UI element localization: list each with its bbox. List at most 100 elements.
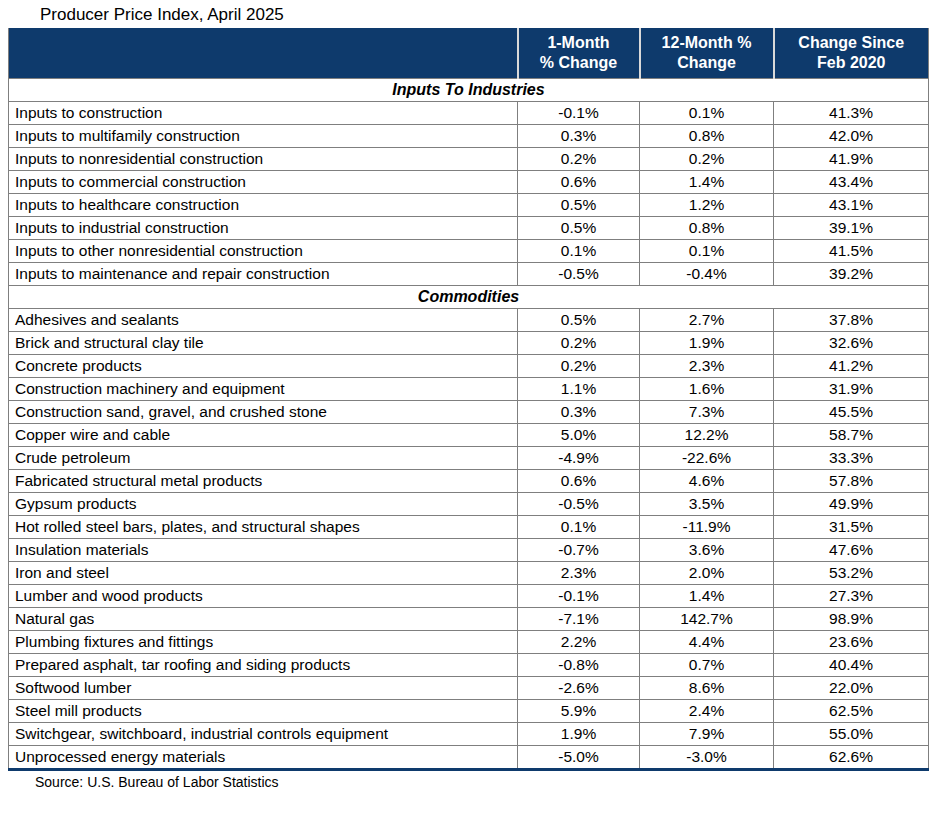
table-row: Construction sand, gravel, and crushed s…: [9, 401, 929, 424]
value-change-since-feb-2020: 27.3%: [774, 585, 929, 608]
value-1-month: 1.9%: [518, 723, 640, 746]
column-header-1-month: 1-Month % Change: [518, 28, 640, 79]
column-header-change-since-feb-2020: Change Since Feb 2020: [774, 28, 929, 79]
row-label: Construction machinery and equipment: [9, 378, 518, 401]
value-change-since-feb-2020: 45.5%: [774, 401, 929, 424]
row-label: Gypsum products: [9, 493, 518, 516]
value-change-since-feb-2020: 41.5%: [774, 240, 929, 263]
value-1-month: 2.3%: [518, 562, 640, 585]
ppi-table: 1-Month % Change 12-Month % Change Chang…: [8, 28, 929, 771]
table-row: Prepared asphalt, tar roofing and siding…: [9, 654, 929, 677]
row-label: Lumber and wood products: [9, 585, 518, 608]
table-row: Inputs to other nonresidential construct…: [9, 240, 929, 263]
value-1-month: -0.5%: [518, 493, 640, 516]
value-change-since-feb-2020: 31.9%: [774, 378, 929, 401]
value-12-month: 2.7%: [640, 309, 774, 332]
value-12-month: 1.9%: [640, 332, 774, 355]
value-12-month: 1.6%: [640, 378, 774, 401]
row-label: Copper wire and cable: [9, 424, 518, 447]
row-label: Adhesives and sealants: [9, 309, 518, 332]
value-12-month: -0.4%: [640, 263, 774, 286]
value-12-month: -3.0%: [640, 746, 774, 770]
value-12-month: 7.3%: [640, 401, 774, 424]
header-row: 1-Month % Change 12-Month % Change Chang…: [9, 28, 929, 79]
table-row: Construction machinery and equipment1.1%…: [9, 378, 929, 401]
value-change-since-feb-2020: 33.3%: [774, 447, 929, 470]
column-header-line: Feb 2020: [817, 54, 885, 71]
value-1-month: 1.1%: [518, 378, 640, 401]
page-title: Producer Price Index, April 2025: [40, 4, 936, 25]
value-12-month: -11.9%: [640, 516, 774, 539]
column-header-line: 12-Month %: [662, 34, 752, 51]
value-1-month: 0.6%: [518, 171, 640, 194]
column-header-line: Change Since: [798, 34, 904, 51]
value-12-month: 7.9%: [640, 723, 774, 746]
table-row: Softwood lumber-2.6%8.6%22.0%: [9, 677, 929, 700]
column-header-line: % Change: [540, 54, 617, 71]
row-label: Insulation materials: [9, 539, 518, 562]
value-12-month: 8.6%: [640, 677, 774, 700]
value-1-month: 0.5%: [518, 217, 640, 240]
row-label: Crude petroleum: [9, 447, 518, 470]
value-12-month: 3.6%: [640, 539, 774, 562]
table-row: Fabricated structural metal products0.6%…: [9, 470, 929, 493]
value-1-month: -0.5%: [518, 263, 640, 286]
value-1-month: -0.1%: [518, 585, 640, 608]
column-header-12-month: 12-Month % Change: [640, 28, 774, 79]
table-row: Iron and steel2.3%2.0%53.2%: [9, 562, 929, 585]
table-row: Copper wire and cable5.0%12.2%58.7%: [9, 424, 929, 447]
ppi-report-page: Producer Price Index, April 2025 1-Month…: [0, 4, 936, 830]
value-12-month: 4.4%: [640, 631, 774, 654]
value-change-since-feb-2020: 32.6%: [774, 332, 929, 355]
value-change-since-feb-2020: 53.2%: [774, 562, 929, 585]
value-change-since-feb-2020: 57.8%: [774, 470, 929, 493]
section-header-row: Inputs To Industries: [9, 79, 929, 102]
table-row: Inputs to maintenance and repair constru…: [9, 263, 929, 286]
value-change-since-feb-2020: 23.6%: [774, 631, 929, 654]
value-change-since-feb-2020: 39.1%: [774, 217, 929, 240]
value-1-month: -5.0%: [518, 746, 640, 770]
table-header: 1-Month % Change 12-Month % Change Chang…: [9, 28, 929, 79]
table-row: Concrete products0.2%2.3%41.2%: [9, 355, 929, 378]
value-1-month: -0.1%: [518, 102, 640, 125]
row-label: Steel mill products: [9, 700, 518, 723]
table-row: Steel mill products5.9%2.4%62.5%: [9, 700, 929, 723]
table-row: Brick and structural clay tile0.2%1.9%32…: [9, 332, 929, 355]
table-row: Switchgear, switchboard, industrial cont…: [9, 723, 929, 746]
row-label: Construction sand, gravel, and crushed s…: [9, 401, 518, 424]
table-row: Unprocessed energy materials-5.0%-3.0%62…: [9, 746, 929, 770]
table-row: Plumbing fixtures and fittings2.2%4.4%23…: [9, 631, 929, 654]
value-12-month: -22.6%: [640, 447, 774, 470]
value-1-month: 0.3%: [518, 125, 640, 148]
value-12-month: 0.1%: [640, 240, 774, 263]
value-change-since-feb-2020: 55.0%: [774, 723, 929, 746]
value-change-since-feb-2020: 62.6%: [774, 746, 929, 770]
value-12-month: 1.4%: [640, 585, 774, 608]
row-label: Inputs to healthcare construction: [9, 194, 518, 217]
row-label: Softwood lumber: [9, 677, 518, 700]
value-change-since-feb-2020: 41.2%: [774, 355, 929, 378]
row-label: Hot rolled steel bars, plates, and struc…: [9, 516, 518, 539]
value-1-month: 0.5%: [518, 194, 640, 217]
value-12-month: 142.7%: [640, 608, 774, 631]
value-1-month: 0.1%: [518, 240, 640, 263]
value-12-month: 0.2%: [640, 148, 774, 171]
value-12-month: 12.2%: [640, 424, 774, 447]
value-1-month: -7.1%: [518, 608, 640, 631]
column-header-line: Change: [677, 54, 736, 71]
value-1-month: 0.2%: [518, 355, 640, 378]
value-12-month: 0.8%: [640, 125, 774, 148]
row-label: Prepared asphalt, tar roofing and siding…: [9, 654, 518, 677]
table-row: Lumber and wood products-0.1%1.4%27.3%: [9, 585, 929, 608]
value-12-month: 0.8%: [640, 217, 774, 240]
value-1-month: 0.6%: [518, 470, 640, 493]
row-label: Inputs to construction: [9, 102, 518, 125]
section-label: Inputs To Industries: [9, 79, 929, 102]
value-12-month: 2.0%: [640, 562, 774, 585]
value-1-month: 0.5%: [518, 309, 640, 332]
value-change-since-feb-2020: 43.1%: [774, 194, 929, 217]
value-1-month: -0.8%: [518, 654, 640, 677]
value-12-month: 1.2%: [640, 194, 774, 217]
value-change-since-feb-2020: 43.4%: [774, 171, 929, 194]
value-12-month: 4.6%: [640, 470, 774, 493]
